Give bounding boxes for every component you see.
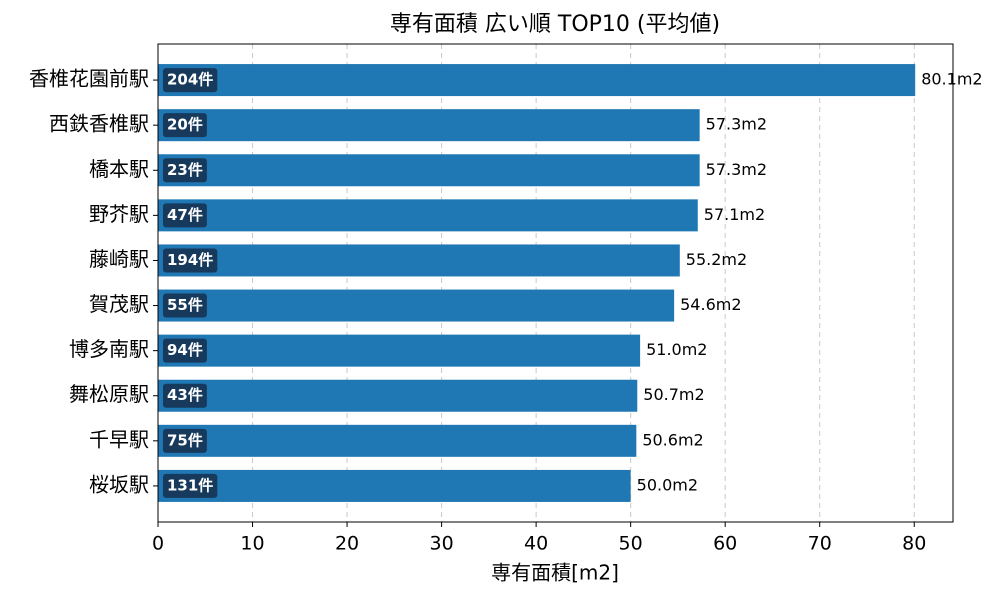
- count-label: 43件: [167, 386, 203, 404]
- x-tick-label: 0: [152, 533, 164, 555]
- count-label: 194件: [167, 251, 213, 269]
- bar: [158, 379, 638, 412]
- bar: [158, 199, 698, 232]
- count-badge: [163, 248, 218, 273]
- y-tick-label: 桜坂駅: [89, 472, 149, 496]
- count-label: 55件: [167, 296, 203, 314]
- count-label: 204件: [167, 71, 213, 89]
- plot-frame: [157, 43, 954, 523]
- chart-title: 専有面積 広い順 TOP10 (平均値): [390, 12, 720, 37]
- count-badge: [163, 68, 218, 93]
- x-tick-label: 20: [335, 533, 359, 555]
- value-label: 55.2m2: [686, 250, 747, 269]
- y-tick-label: 野芥駅: [89, 202, 149, 226]
- x-tick-label: 60: [713, 533, 737, 555]
- count-label: 131件: [167, 476, 213, 494]
- count-badge: [163, 203, 207, 228]
- bar: [158, 109, 700, 142]
- count-badge: [163, 428, 207, 453]
- x-tick-label: 10: [240, 533, 264, 555]
- count-badge: [163, 113, 207, 138]
- y-tick-label: 千早駅: [89, 427, 149, 451]
- count-badge: [163, 473, 218, 498]
- count-badge: [163, 383, 207, 408]
- bar: [158, 64, 916, 97]
- bar: [158, 334, 641, 367]
- count-badge: [163, 158, 207, 183]
- count-badge: [163, 293, 207, 318]
- y-tick-label: 香椎花園前駅: [29, 67, 149, 91]
- bar: [158, 289, 675, 322]
- value-label: 50.6m2: [642, 430, 703, 449]
- value-label: 80.1m2: [921, 70, 982, 89]
- value-label: 50.7m2: [643, 385, 704, 404]
- bar: [158, 469, 631, 502]
- count-label: 47件: [167, 206, 203, 224]
- y-tick-label: 賀茂駅: [89, 292, 149, 316]
- x-tick-label: 70: [808, 533, 832, 555]
- count-label: 23件: [167, 161, 203, 179]
- value-label: 57.1m2: [704, 205, 765, 224]
- value-label: 50.0m2: [637, 475, 698, 494]
- count-label: 75件: [167, 431, 203, 449]
- bar: [158, 424, 637, 457]
- y-tick-label: 藤崎駅: [89, 247, 149, 271]
- value-label: 57.3m2: [706, 115, 767, 134]
- value-label: 51.0m2: [646, 340, 707, 359]
- y-tick-label: 博多南駅: [69, 337, 149, 361]
- y-tick-label: 舞松原駅: [69, 382, 149, 406]
- y-tick-label: 橋本駅: [89, 157, 149, 181]
- bar: [158, 154, 700, 187]
- y-tick-label: 西鉄香椎駅: [49, 112, 149, 136]
- x-axis-label: 専有面積[m2]: [491, 561, 619, 585]
- count-label: 94件: [167, 341, 203, 359]
- value-label: 54.6m2: [680, 295, 741, 314]
- count-label: 20件: [167, 116, 203, 134]
- x-tick-label: 30: [429, 533, 453, 555]
- bar: [158, 244, 680, 277]
- value-label: 57.3m2: [706, 160, 767, 179]
- x-tick-label: 40: [524, 533, 548, 555]
- x-tick-label: 50: [619, 533, 643, 555]
- x-tick-label: 80: [902, 533, 926, 555]
- count-badge: [163, 338, 207, 363]
